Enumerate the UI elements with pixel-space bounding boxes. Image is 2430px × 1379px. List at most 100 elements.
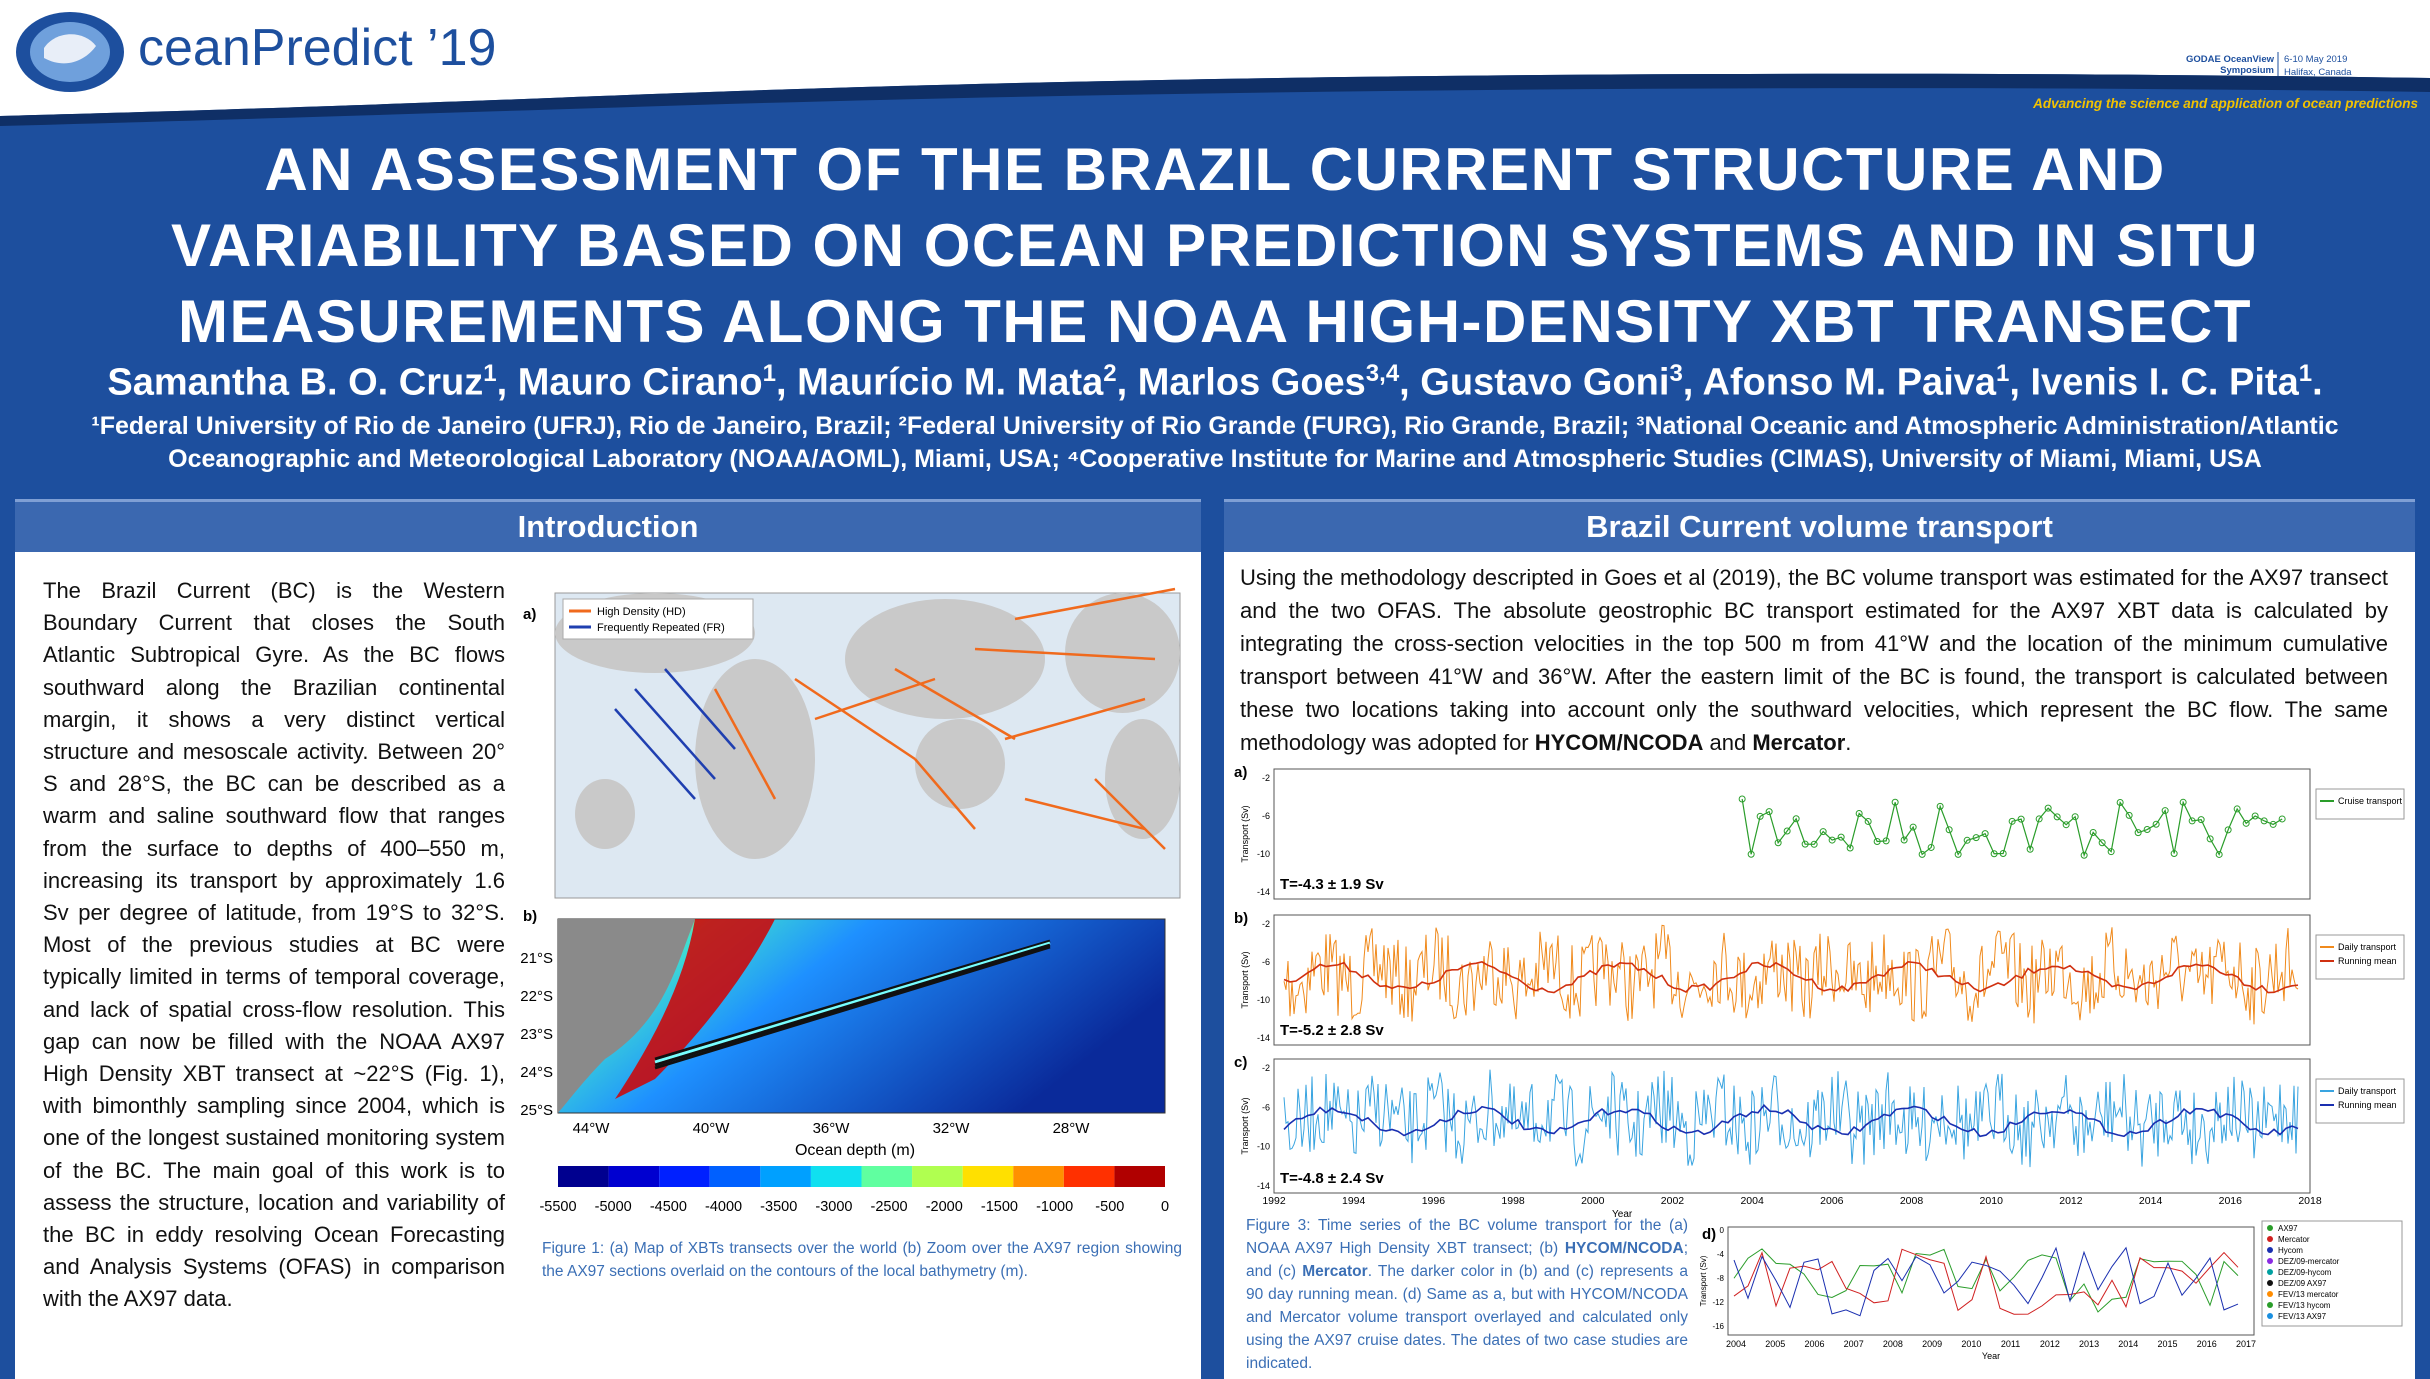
series-marker [1972,834,1980,842]
author-affiliation-number: 2 [1103,360,1117,387]
series-marker [2233,805,2241,813]
author-separator: , [1116,361,1128,404]
x-tick-label: 1994 [1342,1195,1366,1207]
x-tick-label: 2006 [1820,1195,1844,1207]
y-tick-label: -14 [1257,1181,1270,1191]
series-marker [1900,836,1908,844]
legend-label: Cruise transport [2338,796,2403,806]
series-sketch [1741,798,2283,858]
x-tick-label: 2012 [2059,1195,2083,1207]
y-tick-label: -12 [1712,1298,1724,1307]
author-separator: , [775,361,787,404]
series-marker [2251,812,2259,820]
series-marker [2116,799,2124,807]
x-tick-label: 2018 [2298,1195,2322,1207]
series-marker [2170,850,2178,858]
axis-label: Transport (Sv) [1240,805,1250,862]
section-heading: Brazil Current volume transport [1224,499,2415,552]
series-marker [2026,845,2034,853]
legend-swatch [2267,1225,2273,1231]
series-marker [1927,843,1935,851]
legend-label: FEV/13 mercator [2278,1290,2339,1299]
colorbar-cell [1063,1166,1115,1187]
legend-box [2261,1220,2403,1327]
legend-label: AX97 [2278,1224,2298,1233]
affiliation-line: ¹Federal University of Rio de Janeiro (U… [91,412,2339,440]
author-name: Ivenis I. C. Pita [2030,361,2299,404]
affiliations: ¹Federal University of Rio de Janeiro (U… [20,410,2410,476]
dates: 6-10 May 2019 [2284,54,2348,65]
annotation: T=-5.2 ± 2.8 Sv [1280,1022,1384,1039]
y-tick-label: -14 [1257,887,1270,897]
colorbar-tick-label: -5000 [595,1199,632,1215]
colorbar-tick-label: -4500 [650,1199,687,1215]
x-tick-label: 2016 [2197,1339,2217,1349]
series-marker [1846,844,1854,852]
axis-label: Year [1982,1351,2000,1361]
series-marker [2080,851,2088,859]
map-land [845,599,1045,719]
legend-label: DEZ/09-mercator [2278,1257,2340,1266]
colorbar-cell [1013,1166,1064,1187]
axis-label: Transport (Sv) [1240,1097,1250,1154]
legend-swatch [2267,1313,2273,1319]
series-marker [2260,817,2268,825]
author-name: Gustavo Goni [1420,361,1670,404]
series-marker [1792,815,1800,823]
body-text: Using the methodology descripted in Goes… [1240,561,2388,759]
legend-swatch [2267,1269,2273,1275]
series-marker [1909,823,1917,831]
x-tick-label: 2002 [1661,1195,1685,1207]
ax97-section [654,945,1051,1070]
author-name: Samantha B. O. Cruz [107,361,484,404]
bold-text: Mercator [1302,1263,1368,1280]
x-tick-label: 2016 [2219,1195,2243,1207]
colorbar-cell [709,1166,761,1187]
series-marker [1738,795,1746,803]
map-land [695,659,815,859]
legend-swatch [2267,1258,2273,1264]
legend-swatch [2267,1291,2273,1297]
series-marker [2017,815,2025,823]
lat-label: 24°S [520,1064,553,1081]
colorbar-tick-label: -5500 [539,1199,576,1215]
colorbar-cell [962,1166,1014,1187]
author-separator: , [1682,361,1694,404]
series-marker [2278,815,2286,823]
legend-box [2315,1078,2405,1124]
ax97-section [654,939,1051,1061]
map-land [1065,593,1180,713]
text-run: . [1845,730,1852,755]
author-separator: , [496,361,508,404]
x-tick-label: 2011 [2001,1339,2020,1349]
legend-label: DEZ/09 AX97 [2278,1279,2327,1288]
annotation: T=-4.8 ± 2.4 Sv [1280,1170,1384,1187]
series-marker [1981,830,1989,838]
author-name: Marlos Goes [1137,361,1366,404]
author-name: Maurício M. Mata [797,361,1104,404]
colorbar-tick-label: -4000 [705,1199,742,1215]
legend-label: Hycom [2278,1246,2303,1255]
y-tick-label: -10 [1257,849,1270,859]
series-marker [2125,811,2133,819]
legend-label: Running mean [2338,1100,2397,1110]
y-tick-label: -8 [1717,1274,1725,1283]
legend-box [2315,788,2405,820]
y-tick-label: -4 [1717,1250,1725,1259]
colorbar-cell [810,1166,862,1187]
series-marker [1864,817,1872,825]
ax97-section [654,943,1051,1067]
series-marker [1891,798,1899,806]
panel-label: a) [523,606,536,623]
text-run: . The darker color in (b) and (c) repres… [1246,1263,1688,1372]
affiliation-line: Oceanographic and Meteorological Laborat… [168,445,2262,473]
author-affiliation-number: 3 [1669,360,1683,387]
series-marker [2179,798,2187,806]
panel-label: a) [1234,764,1247,781]
series-marker [1936,802,1944,810]
x-tick-label: 2007 [1844,1339,1864,1349]
x-tick-label: 2014 [2139,1195,2163,1207]
text-run: ; and (c) [1246,1240,1688,1280]
series-sketch [1283,1104,2299,1138]
legend-label: Mercator [2278,1235,2310,1244]
